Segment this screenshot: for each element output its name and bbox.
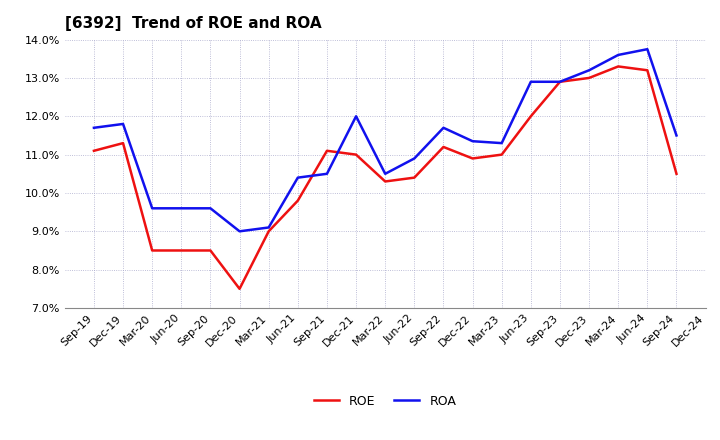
ROE	[294, 198, 302, 203]
ROE	[89, 148, 98, 154]
Line: ROA: ROA	[94, 49, 677, 231]
ROA	[410, 156, 418, 161]
ROE	[643, 68, 652, 73]
ROA	[556, 79, 564, 84]
Line: ROE: ROE	[94, 66, 677, 289]
ROE	[498, 152, 506, 157]
ROA	[89, 125, 98, 130]
ROE	[381, 179, 390, 184]
ROA	[526, 79, 535, 84]
ROA	[614, 52, 623, 58]
ROA	[468, 139, 477, 144]
ROA	[439, 125, 448, 130]
ROE	[264, 229, 273, 234]
ROE	[148, 248, 156, 253]
ROA	[119, 121, 127, 127]
ROA	[381, 171, 390, 176]
ROA	[352, 114, 361, 119]
ROE	[352, 152, 361, 157]
ROA	[294, 175, 302, 180]
ROE	[235, 286, 244, 291]
ROE	[439, 144, 448, 150]
ROA	[643, 47, 652, 52]
ROE	[206, 248, 215, 253]
ROA	[323, 171, 331, 176]
ROA	[235, 229, 244, 234]
ROE	[410, 175, 418, 180]
Text: [6392]  Trend of ROE and ROA: [6392] Trend of ROE and ROA	[65, 16, 321, 32]
ROA	[585, 68, 593, 73]
ROA	[206, 205, 215, 211]
ROE	[585, 75, 593, 81]
ROA	[264, 225, 273, 230]
ROE	[323, 148, 331, 154]
ROE	[119, 140, 127, 146]
ROA	[148, 205, 156, 211]
ROE	[468, 156, 477, 161]
Legend: ROE, ROA: ROE, ROA	[314, 395, 456, 408]
ROE	[556, 79, 564, 84]
ROA	[177, 205, 186, 211]
ROA	[498, 140, 506, 146]
ROE	[672, 171, 681, 176]
ROE	[614, 64, 623, 69]
ROE	[526, 114, 535, 119]
ROA	[672, 133, 681, 138]
ROE	[177, 248, 186, 253]
